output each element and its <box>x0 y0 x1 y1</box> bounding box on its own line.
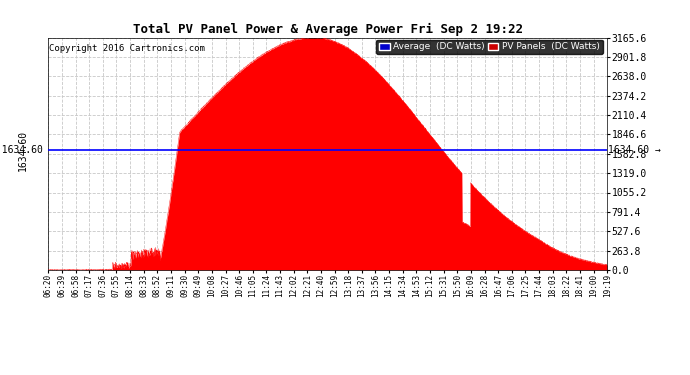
Text: Copyright 2016 Cartronics.com: Copyright 2016 Cartronics.com <box>49 45 205 54</box>
Text: 1634.60: 1634.60 <box>18 129 28 171</box>
Text: ← 1634.60: ← 1634.60 <box>0 145 43 155</box>
Title: Total PV Panel Power & Average Power Fri Sep 2 19:22: Total PV Panel Power & Average Power Fri… <box>132 23 523 36</box>
Text: 1634.60 →: 1634.60 → <box>608 145 660 155</box>
Legend: Average  (DC Watts), PV Panels  (DC Watts): Average (DC Watts), PV Panels (DC Watts) <box>376 40 602 54</box>
